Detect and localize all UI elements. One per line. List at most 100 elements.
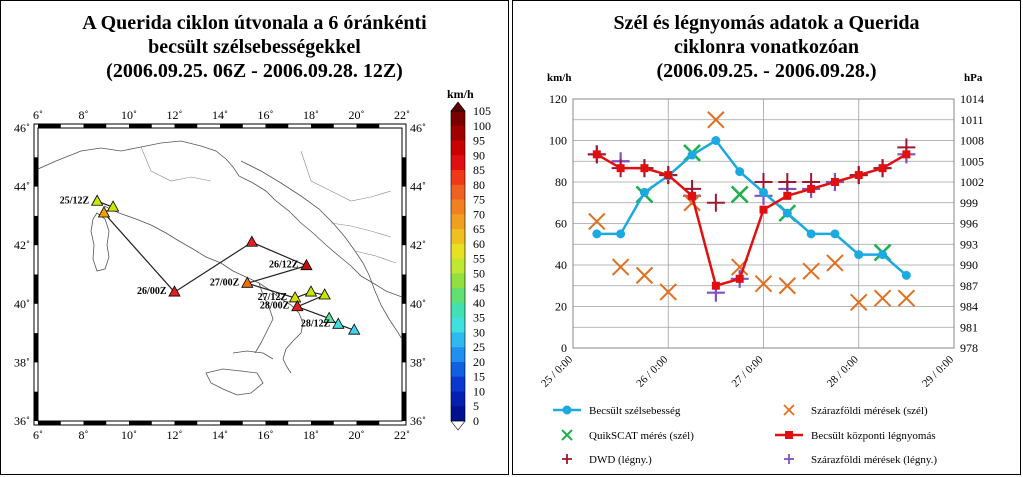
colorbar-segment <box>451 302 465 319</box>
track-point <box>318 288 331 300</box>
lon-tick-label-bottom: 18˚ <box>303 428 319 442</box>
colorbar-segment <box>451 376 465 392</box>
y-right-tick-label: 1011 <box>960 113 984 127</box>
track-point-label: 28/12Z <box>301 318 331 329</box>
map-border-segment <box>83 124 107 128</box>
lon-tick-label-bottom: 8˚ <box>79 428 89 442</box>
coastline-north <box>38 140 402 298</box>
wind-estimate-point <box>735 167 745 177</box>
lat-tick-label-right: 36˚ <box>410 414 426 428</box>
track-point <box>288 291 302 303</box>
chart-title: Szél és légnyomás adatok a Querida ciklo… <box>513 11 1020 83</box>
map-title-line-3: (2006.09.25. 06Z - 2006.09.28. 12Z) <box>106 60 403 82</box>
colorbar-tick-label: 95 <box>473 134 485 148</box>
y-right-tick-label: 984 <box>960 300 978 314</box>
lat-tick-label-left: 42˚ <box>14 238 30 252</box>
track-point <box>90 194 104 206</box>
series-wind-estimate <box>592 136 911 280</box>
colorbar-tick-label: 80 <box>473 178 485 192</box>
land-wind-point <box>707 111 725 129</box>
y-right-tick-label: 1008 <box>960 134 984 148</box>
y-right-tick-label: 987 <box>960 279 978 293</box>
lat-tick-label-left: 38˚ <box>14 355 30 369</box>
track-point <box>323 311 336 323</box>
track-point-label: 27/00Z <box>210 277 240 288</box>
y-left-tick-label: 20 <box>555 300 567 314</box>
lon-tick-label-top: 6˚ <box>33 108 43 122</box>
map-title: A Querida ciklon útvonala a 6 óránkénti … <box>1 11 508 83</box>
lon-tick-label-top: 8˚ <box>79 108 89 122</box>
y-right-tick-label: 1005 <box>960 154 984 168</box>
track-point <box>291 299 304 312</box>
pressure-estimate-point <box>735 274 744 283</box>
y-left-tick-label: 40 <box>555 258 567 272</box>
track-point-label: 26/00Z <box>137 286 167 297</box>
wind-estimate-point <box>782 208 792 218</box>
land-wind-point <box>659 283 677 301</box>
map-border-segment <box>402 215 406 246</box>
track-point <box>168 285 181 297</box>
y-right-tick-label: 999 <box>960 196 978 210</box>
pressure-estimate-point <box>711 281 720 290</box>
colorbar-tick-label: 25 <box>473 340 485 354</box>
y-left-tick-label: 60 <box>555 217 567 231</box>
colorbar-segment <box>451 361 465 378</box>
y-right-tick-label: 1002 <box>960 175 984 189</box>
colorbar-segment <box>451 273 465 289</box>
map-border-segment <box>311 124 334 128</box>
legend-label: DWD (légny.) <box>589 454 652 466</box>
lon-tick-label-bottom: 20˚ <box>349 428 365 442</box>
colorbar-top-arrow <box>450 101 466 112</box>
lon-tick-label-bottom: 10˚ <box>121 428 137 442</box>
pressure-estimate-point <box>664 171 673 180</box>
x-tick-label: 29 / 0:00 <box>920 353 956 389</box>
map-border-segment <box>220 421 243 425</box>
lon-tick-label-top: 10˚ <box>121 108 137 122</box>
legend-marker <box>783 404 795 416</box>
quikscat-point <box>730 185 749 204</box>
lon-tick-label-top: 22˚ <box>394 108 410 122</box>
x-tick-label: 27 / 0:00 <box>729 353 765 389</box>
colorbar-segment <box>451 288 465 304</box>
colorbar-segment <box>451 258 465 274</box>
colorbar-unit: km/h <box>447 87 474 101</box>
map-border-segment <box>34 215 38 246</box>
map-border-segment <box>402 333 406 363</box>
wind-estimate-point <box>711 136 721 145</box>
map-border-segment <box>220 124 243 128</box>
chart-title-line-3: (2006.09.25. - 2006.09.28.) <box>656 60 877 82</box>
wind-estimate-point <box>878 250 888 260</box>
chart-title-line-2: ciklonra vonatkozóan <box>673 36 860 58</box>
colorbar-tick-label: 105 <box>473 104 491 118</box>
track-point-label: 27/12Z <box>258 292 288 303</box>
colorbar-tick-label: 35 <box>473 311 485 325</box>
colorbar-segment <box>451 214 465 230</box>
lat-tick-label-left: 44˚ <box>14 180 30 194</box>
coastline-balkans <box>240 160 402 340</box>
colorbar-segment <box>451 406 465 422</box>
coastline-sardinia <box>90 212 110 272</box>
colorbar-tick-label: 10 <box>473 384 485 398</box>
colorbar-segment <box>451 243 465 260</box>
track-point-label: 25/12Z <box>60 195 90 206</box>
lat-tick-label-left: 36˚ <box>14 414 30 428</box>
pressure-estimate-point <box>854 171 863 180</box>
map-title-line-1: A Querida ciklon útvonala a 6 óránkénti <box>82 12 427 34</box>
map-border-segment <box>129 421 152 425</box>
colorbar-tick-label: 85 <box>473 163 485 177</box>
lon-tick-label-bottom: 16˚ <box>258 428 274 442</box>
map-border-segment <box>83 421 107 425</box>
coastline-layer <box>38 140 402 396</box>
colorbar-segment <box>451 391 465 407</box>
map-border-segment <box>38 421 61 425</box>
speed-colorbar: 1051009590858075706560555045403530252015… <box>447 87 491 431</box>
map-border-segment <box>356 124 380 128</box>
y-right-tick-label: 981 <box>960 320 978 334</box>
colorbar-border <box>450 110 466 422</box>
pressure-estimate-point <box>688 191 697 200</box>
colorbar-tick-label: 75 <box>473 193 485 207</box>
track-point <box>241 276 254 288</box>
lon-tick-label-top: 16˚ <box>258 108 274 122</box>
track-map-panel: A Querida ciklon útvonala a 6 óránkénti … <box>0 0 509 475</box>
